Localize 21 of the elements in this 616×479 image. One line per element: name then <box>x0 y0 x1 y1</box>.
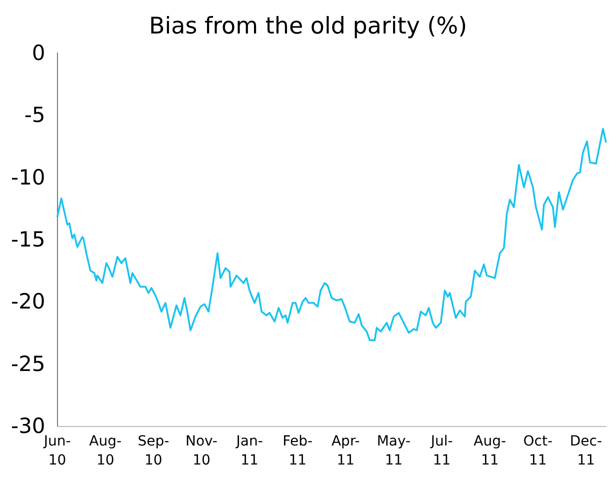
x-tick-label: Oct-11 <box>523 434 553 468</box>
y-tick-label: -15 <box>10 228 46 252</box>
y-tick-label: -10 <box>10 165 46 190</box>
x-tick-label: Aug-11 <box>474 434 506 468</box>
x-tick-label: Feb-11 <box>282 434 313 468</box>
x-tick-label: Sep-10 <box>138 434 170 468</box>
y-tick-label: -30 <box>10 414 46 438</box>
y-tick-label: -5 <box>24 103 46 128</box>
x-tick-label: Dec-11 <box>570 434 602 468</box>
x-tick-label: May-11 <box>376 434 411 468</box>
chart-title: Bias from the old parity (%) <box>148 14 468 40</box>
line-series <box>56 128 607 342</box>
x-tick-label: Nov-10 <box>185 434 218 468</box>
y-tick-label: -20 <box>10 290 46 314</box>
x-tick-label: Apr-11 <box>331 434 360 468</box>
x-tick-label: Jan-11 <box>235 434 263 468</box>
y-tick-label: 0 <box>32 41 46 65</box>
x-tick-label: Jul-11 <box>430 434 453 468</box>
y-tick-label: -25 <box>10 352 46 376</box>
x-tick-label: Aug-10 <box>89 434 122 468</box>
x-tick-label: Jun-10 <box>42 434 71 468</box>
